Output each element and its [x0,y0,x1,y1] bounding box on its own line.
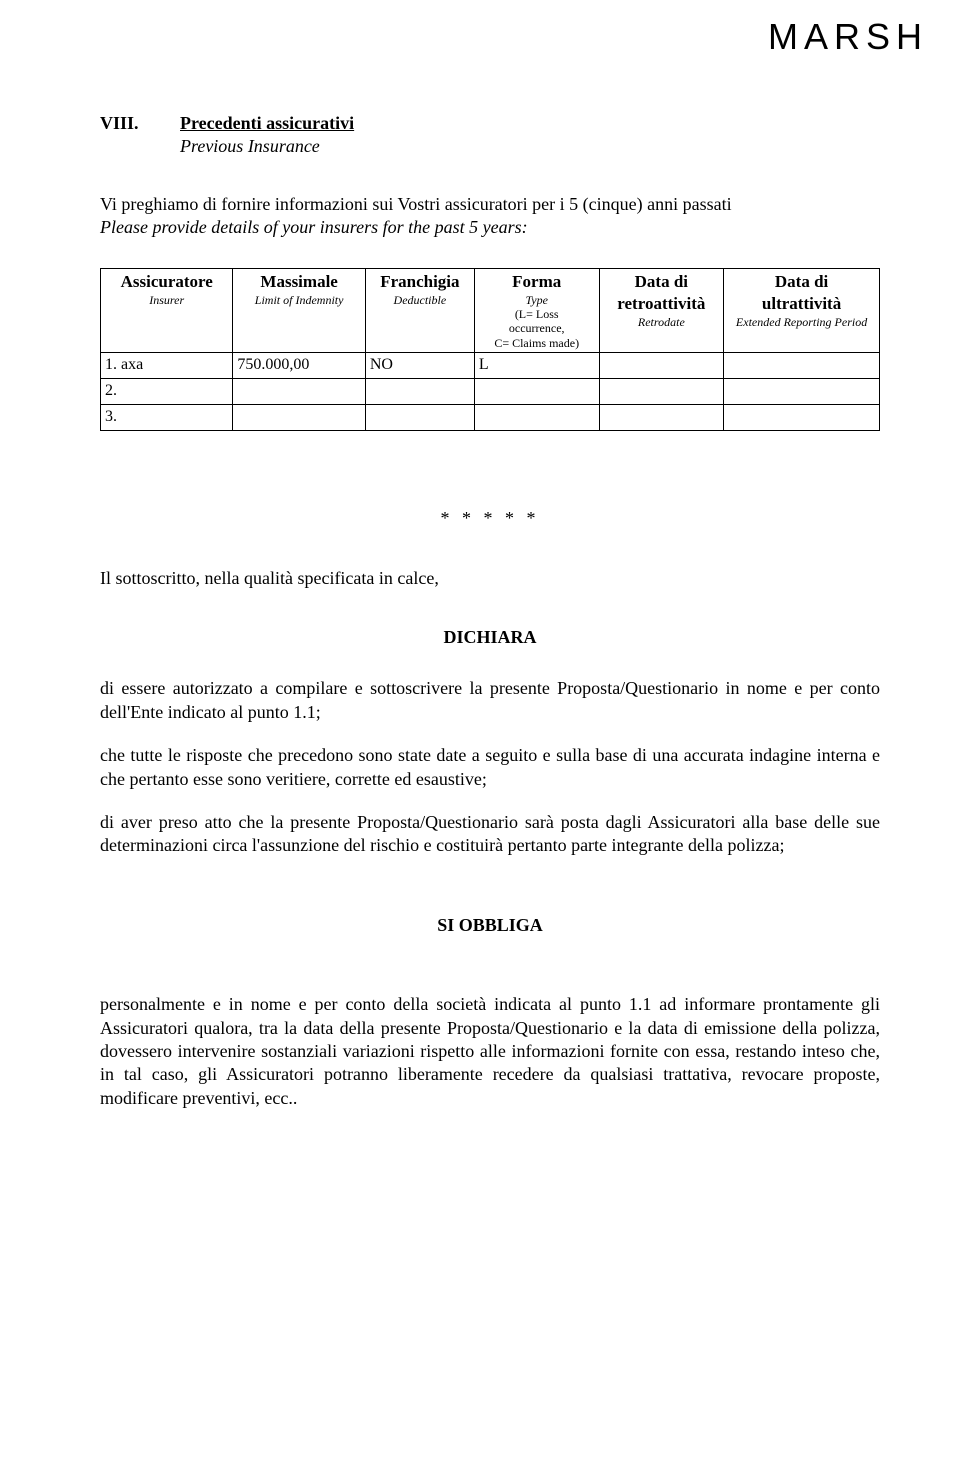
th-deduct-main: Franchigia [370,271,470,293]
instruction-block: Vi preghiamo di fornire informazioni sui… [100,193,880,240]
section-header: VIII. Precedenti assicurativi Previous I… [100,112,880,159]
instruction-sub: Please provide details of your insurers … [100,217,528,237]
separator-stars: * * * * * [100,507,880,530]
th-retro-main: Data di [604,271,720,293]
th-retro-sub: Retrodate [604,315,720,329]
cell-ext [724,405,880,431]
th-limit: Massimale Limit of Indemnity [233,268,365,353]
cell-ext [724,379,880,405]
th-limit-main: Massimale [237,271,360,293]
th-retro-main2: retroattività [604,293,720,315]
paragraph-3: di aver preso atto che la presente Propo… [100,811,880,858]
si-obbliga-heading: SI OBBLIGA [100,914,880,937]
cell-form [474,405,599,431]
th-form-sub: Type [479,293,595,307]
table-row: 2. [101,379,880,405]
final-paragraph: personalmente e in nome e per conto dell… [100,993,880,1110]
section-title: Precedenti assicurativi [180,112,354,135]
th-form: Forma Type (L= Loss occurrence, C= Claim… [474,268,599,353]
th-insurer-sub: Insurer [105,293,228,307]
cell-retro [599,353,724,379]
paragraph-2: che tutte le risposte che precedono sono… [100,744,880,791]
instruction-main: Vi preghiamo di fornire informazioni sui… [100,194,732,214]
cell-deduct [365,405,474,431]
th-form-sub2a: (L= Loss [479,307,595,321]
insurers-table: Assicuratore Insurer Massimale Limit of … [100,268,880,432]
cell-label: 2. [101,379,233,405]
th-insurer: Assicuratore Insurer [101,268,233,353]
cell-retro [599,405,724,431]
th-ext: Data di ultrattività Extended Reporting … [724,268,880,353]
th-form-main: Forma [479,271,595,293]
cell-limit: 750.000,00 [233,353,365,379]
th-ext-main2: ultrattività [728,293,875,315]
cell-label: 1. axa [101,353,233,379]
cell-ext [724,353,880,379]
declare-heading: DICHIARA [100,626,880,649]
declare-intro: Il sottoscritto, nella qualità specifica… [100,567,880,590]
cell-limit [233,405,365,431]
th-ext-main: Data di [728,271,875,293]
paragraph-1: di essere autorizzato a compilare e sott… [100,677,880,724]
th-ext-sub: Extended Reporting Period [728,315,875,329]
th-deduct: Franchigia Deductible [365,268,474,353]
th-insurer-main: Assicuratore [105,271,228,293]
table-row: 1. axa 750.000,00 NO L [101,353,880,379]
th-limit-sub: Limit of Indemnity [237,293,360,307]
cell-deduct [365,379,474,405]
table-header-row: Assicuratore Insurer Massimale Limit of … [101,268,880,353]
section-subtitle: Previous Insurance [180,135,354,158]
cell-form: L [474,353,599,379]
table-row: 3. [101,405,880,431]
section-roman: VIII. [100,112,156,159]
th-form-sub2c: C= Claims made) [479,336,595,350]
cell-limit [233,379,365,405]
th-retro: Data di retroattività Retrodate [599,268,724,353]
brand-logo: MARSH [768,14,928,61]
th-deduct-sub: Deductible [370,293,470,307]
cell-retro [599,379,724,405]
cell-deduct: NO [365,353,474,379]
section-title-block: Precedenti assicurativi Previous Insuran… [180,112,354,159]
th-form-sub2b: occurrence, [479,321,595,335]
cell-form [474,379,599,405]
cell-label: 3. [101,405,233,431]
